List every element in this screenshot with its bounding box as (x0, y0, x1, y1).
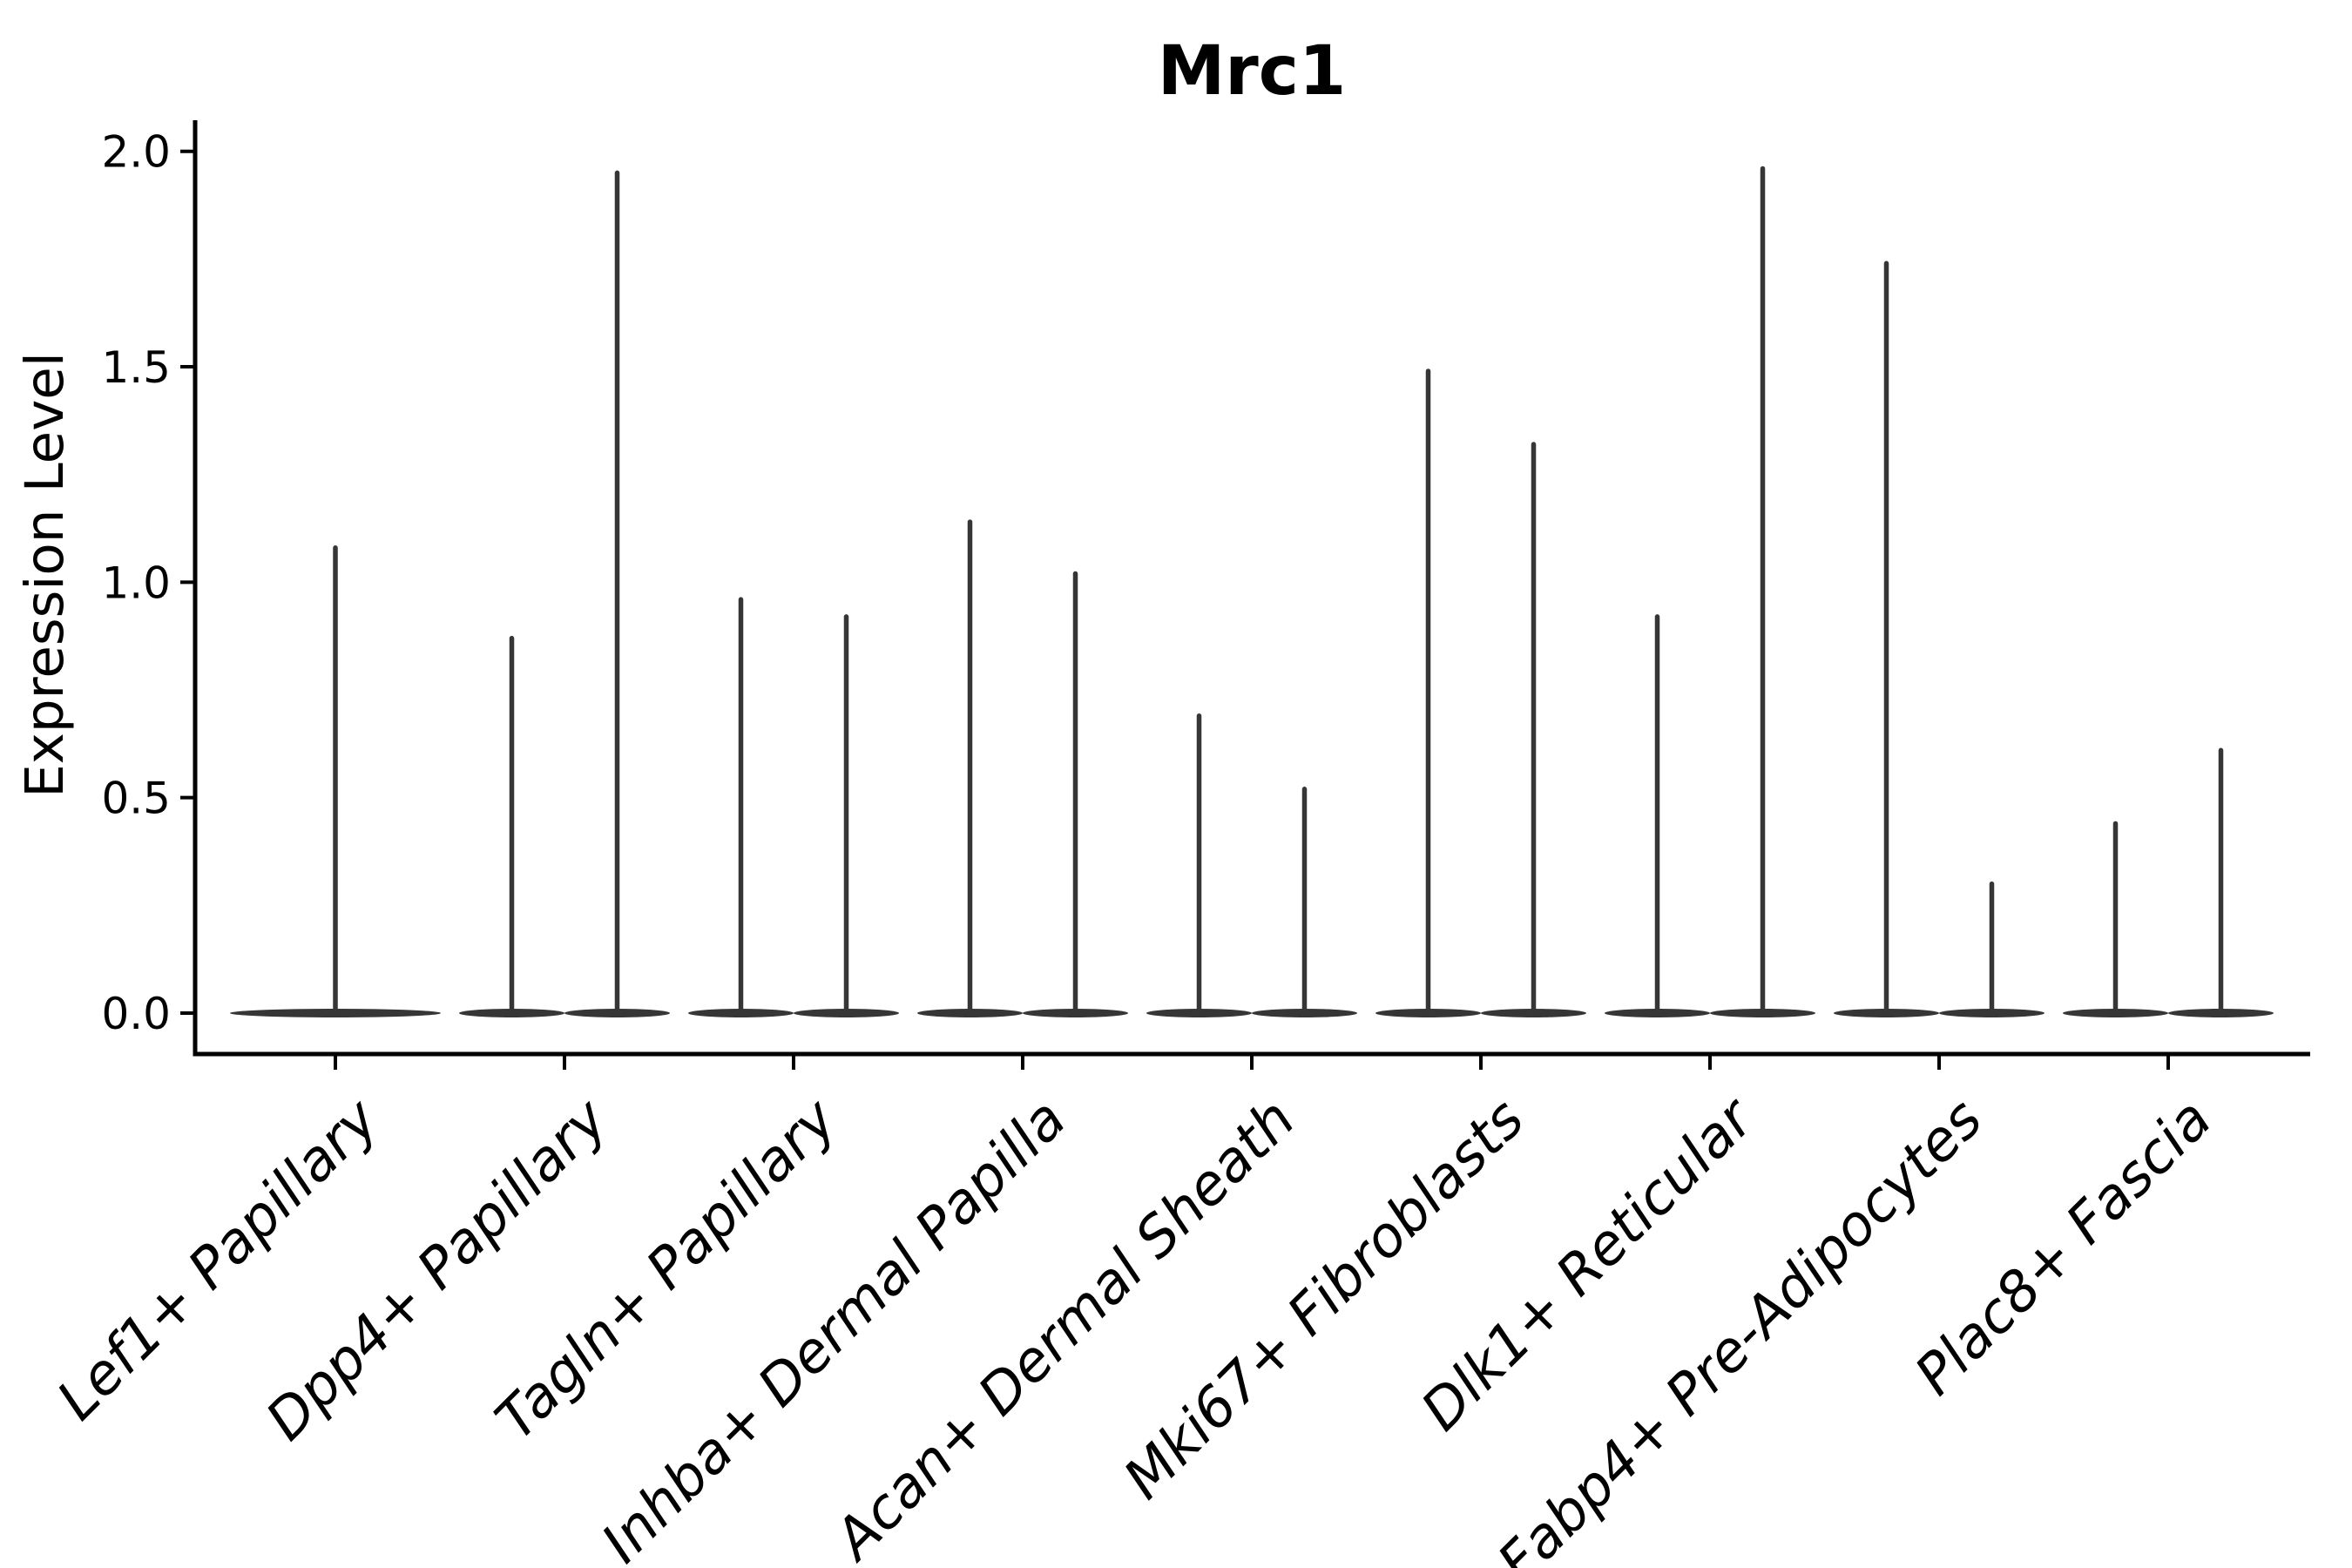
plot-title: Mrc1 (1158, 32, 1347, 111)
y-tick-label: 2.0 (101, 127, 171, 178)
y-tick-label: 1.0 (101, 558, 171, 608)
y-tick-label: 0.5 (101, 774, 171, 824)
y-axis-label: Expression Level (14, 352, 76, 798)
x-tick-label: Acan+ Dermal Sheath (821, 1087, 1308, 1568)
violins-layer (230, 166, 2274, 1017)
x-tick-label: Mki67+ Fibroblasts (1112, 1087, 1538, 1512)
labels-layer: Mrc1 Expression Level (14, 32, 1346, 798)
y-tick-label: 1.5 (101, 342, 171, 393)
x-tick-label: Inhba+ Dermal Papilla (590, 1087, 1078, 1568)
y-tick-label: 0.0 (101, 989, 171, 1039)
